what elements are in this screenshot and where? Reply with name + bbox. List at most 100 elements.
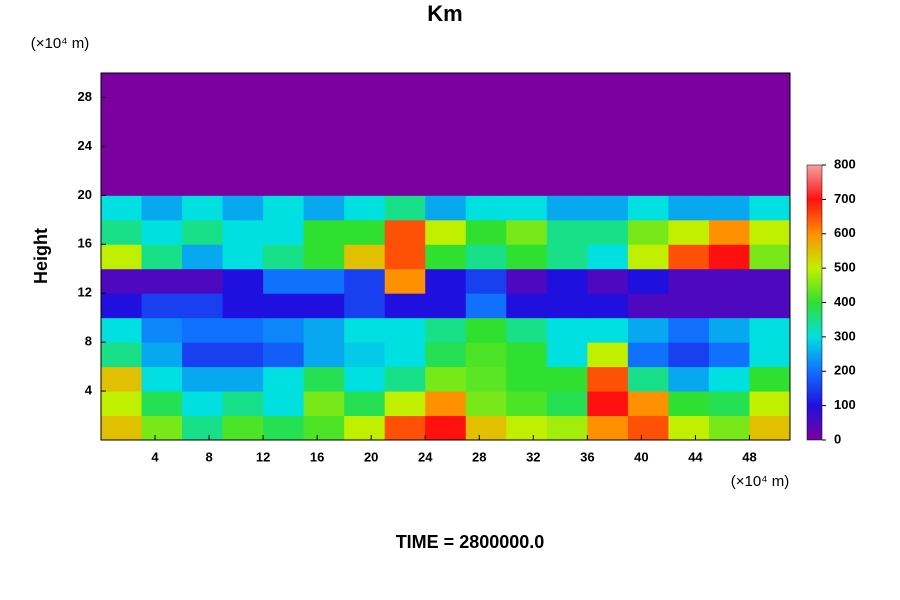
heatmap-cell <box>101 97 143 123</box>
heatmap-cell <box>708 366 750 392</box>
heatmap-cell <box>141 97 183 123</box>
heatmap-cell <box>425 317 467 343</box>
heatmap-cell <box>303 244 345 270</box>
heatmap-cell <box>465 415 507 441</box>
heatmap-cell <box>182 73 224 98</box>
heatmap-cell <box>465 170 507 196</box>
heatmap-cell <box>546 121 588 147</box>
plot-frame <box>100 72 791 441</box>
heatmap-cell <box>182 268 224 294</box>
heatmap-cell <box>627 146 669 172</box>
heatmap-cell <box>587 268 629 294</box>
heatmap-cell <box>708 170 750 196</box>
heatmap-cell <box>708 268 750 294</box>
heatmap-cell <box>668 121 710 147</box>
heatmap-cell <box>384 244 426 270</box>
heatmap-cell <box>546 415 588 441</box>
heatmap-cell <box>425 195 467 221</box>
heatmap-cell <box>425 268 467 294</box>
heatmap-cell <box>425 415 467 441</box>
heatmap-cell <box>222 195 264 221</box>
x-tick-label: 20 <box>364 449 378 464</box>
heatmap-cell <box>101 170 143 196</box>
heatmap-cell <box>303 219 345 245</box>
heatmap-cell <box>708 293 750 319</box>
x-tick-label: 40 <box>634 449 648 464</box>
heatmap-cell <box>506 73 548 98</box>
heatmap-cell <box>627 244 669 270</box>
heatmap-cell <box>627 121 669 147</box>
heatmap-cell <box>749 170 791 196</box>
heatmap-cell <box>506 195 548 221</box>
heatmap-cell <box>263 391 305 417</box>
heatmap-cell <box>708 219 750 245</box>
heatmap-cell <box>384 146 426 172</box>
heatmap-cell <box>546 293 588 319</box>
y-tick-label: 24 <box>78 138 93 153</box>
heatmap-cell <box>465 391 507 417</box>
heatmap-cell <box>749 97 791 123</box>
heatmap-cell <box>749 317 791 343</box>
y-tick-label: 20 <box>78 187 92 202</box>
heatmap-cell <box>587 219 629 245</box>
heatmap-cell <box>425 391 467 417</box>
heatmap-cell <box>506 219 548 245</box>
heatmap-cell <box>627 195 669 221</box>
heatmap-cell <box>344 121 386 147</box>
heatmap-cell <box>182 121 224 147</box>
heatmap-cell <box>182 293 224 319</box>
heatmap-cell <box>668 97 710 123</box>
heatmap-cell <box>506 342 548 368</box>
heatmap-cell <box>587 170 629 196</box>
heatmap-cell <box>749 366 791 392</box>
heatmap-cell <box>344 219 386 245</box>
heatmap-cell <box>263 244 305 270</box>
heatmap-cell <box>222 146 264 172</box>
heatmap-cell <box>141 170 183 196</box>
x-tick-label: 24 <box>418 449 433 464</box>
heatmap-cell <box>101 391 143 417</box>
heatmap-cell <box>101 73 143 98</box>
heatmap-cell <box>425 170 467 196</box>
heatmap-cell <box>546 73 588 98</box>
heatmap-cell <box>587 366 629 392</box>
heatmap-cell <box>668 219 710 245</box>
heatmap-cell <box>506 415 548 441</box>
x-unit-label: (×10⁴ m) <box>731 473 790 490</box>
y-tick-label: 4 <box>85 383 93 398</box>
heatmap-cell <box>627 317 669 343</box>
heatmap-cell <box>263 170 305 196</box>
colorbar-tick-label: 600 <box>834 225 856 240</box>
heatmap-cell <box>344 97 386 123</box>
heatmap-cell <box>627 366 669 392</box>
heatmap-cell <box>263 317 305 343</box>
heatmap-cell <box>384 97 426 123</box>
heatmap-cell <box>141 146 183 172</box>
heatmap-cell <box>546 244 588 270</box>
heatmap-cell <box>587 121 629 147</box>
heatmap-cell <box>182 97 224 123</box>
heatmap-cell <box>344 293 386 319</box>
heatmap-cell <box>708 317 750 343</box>
heatmap-cell <box>465 342 507 368</box>
heatmap-cell <box>546 195 588 221</box>
time-annotation: TIME = 2800000.0 <box>396 532 545 552</box>
heatmap-cell <box>546 97 588 123</box>
heatmap-cell <box>384 415 426 441</box>
colorbar-tick-label: 0 <box>834 431 841 446</box>
heatmap-cell <box>303 170 345 196</box>
heatmap-cell <box>465 366 507 392</box>
heatmap-cell <box>465 121 507 147</box>
heatmap-cell <box>627 415 669 441</box>
heatmap-cell <box>627 391 669 417</box>
heatmap-cell <box>141 366 183 392</box>
heatmap-cell <box>303 342 345 368</box>
heatmap-cell <box>546 391 588 417</box>
heatmap-cell <box>546 170 588 196</box>
heatmap-cell <box>749 146 791 172</box>
heatmap-cell <box>182 195 224 221</box>
heatmap-cell <box>465 195 507 221</box>
heatmap-cell <box>465 317 507 343</box>
heatmap-cell <box>708 121 750 147</box>
heatmap-cell <box>182 146 224 172</box>
